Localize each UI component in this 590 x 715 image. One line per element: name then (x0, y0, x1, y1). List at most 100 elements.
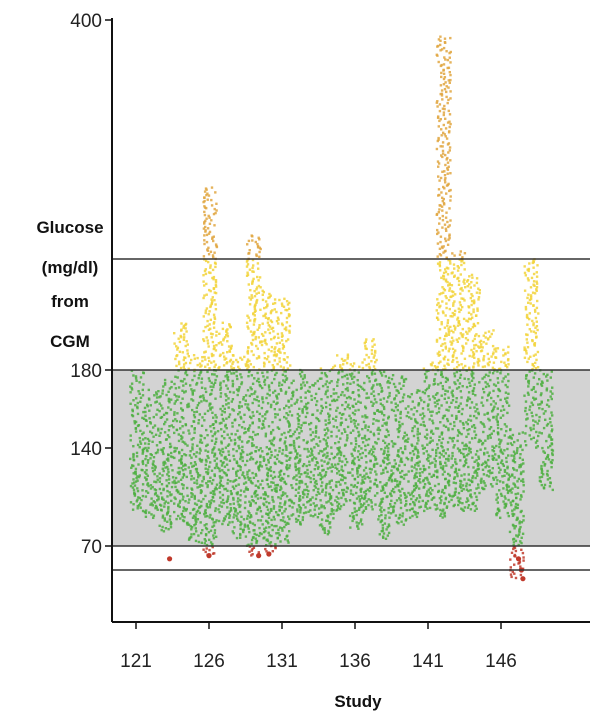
cgm-point (507, 404, 511, 407)
cgm-point (439, 360, 442, 363)
cgm-point (356, 469, 359, 472)
cgm-point (471, 480, 474, 483)
cgm-point (145, 472, 148, 475)
cgm-point (540, 380, 544, 383)
cgm-point (281, 512, 284, 515)
cgm-point (190, 495, 193, 498)
cgm-point (368, 486, 372, 489)
cgm-point (417, 479, 420, 483)
cgm-point (451, 427, 454, 431)
cgm-point (293, 430, 297, 433)
cgm-point (447, 258, 450, 262)
cgm-point (351, 519, 354, 523)
cgm-point (424, 504, 427, 507)
cgm-point (261, 515, 264, 518)
cgm-point (447, 329, 450, 332)
cgm-point (160, 404, 163, 407)
cgm-point (144, 446, 147, 450)
cgm-point (447, 109, 450, 113)
cgm-point (288, 422, 291, 426)
cgm-point (234, 441, 237, 445)
cgm-point (225, 384, 228, 387)
cgm-point (478, 438, 481, 442)
cgm-point (234, 508, 237, 511)
cgm-point (236, 377, 239, 381)
cgm-point (437, 60, 440, 64)
cgm-point (506, 485, 509, 489)
cgm-point (532, 323, 535, 327)
cgm-point (206, 409, 210, 413)
cgm-point (440, 495, 443, 498)
cgm-point (434, 427, 438, 430)
cgm-point (446, 172, 449, 175)
cgm-point (248, 550, 251, 553)
cgm-point (211, 333, 214, 336)
cgm-point (174, 375, 177, 378)
cgm-point (323, 460, 326, 463)
cgm-point (233, 513, 236, 516)
cgm-point (476, 360, 479, 363)
cgm-point (157, 427, 160, 430)
cgm-point (475, 498, 479, 502)
cgm-point (463, 252, 467, 255)
cgm-point (364, 444, 367, 448)
cgm-point (198, 457, 201, 461)
cgm-point (384, 514, 387, 517)
cgm-point (424, 501, 428, 505)
cgm-point (212, 212, 216, 216)
cgm-point (382, 405, 386, 409)
cgm-point (438, 193, 441, 197)
cgm-point (280, 469, 283, 472)
cgm-point (182, 472, 185, 476)
cgm-point (138, 436, 141, 440)
cgm-point (353, 477, 356, 481)
cgm-point (173, 402, 176, 405)
cgm-point (211, 525, 214, 528)
cgm-point (398, 480, 402, 484)
cgm-point (150, 497, 153, 500)
cgm-point (270, 489, 274, 492)
cgm-point (315, 504, 318, 507)
cgm-point (248, 469, 251, 472)
cgm-point (374, 478, 377, 481)
cgm-point (158, 409, 161, 413)
cgm-point (205, 482, 208, 485)
cgm-point (393, 397, 396, 400)
cgm-point (280, 322, 284, 325)
cgm-point (439, 49, 442, 52)
cgm-point (234, 484, 238, 488)
cgm-point (352, 493, 355, 496)
cgm-point (375, 473, 378, 476)
cgm-point (205, 460, 208, 463)
cgm-point (230, 367, 233, 371)
cgm-point (267, 296, 270, 300)
cgm-point (257, 267, 260, 270)
cgm-point (139, 440, 142, 443)
cgm-point (197, 401, 201, 405)
cgm-point (286, 356, 289, 359)
cgm-point (535, 282, 539, 285)
cgm-point (320, 377, 323, 380)
cgm-point (526, 341, 529, 344)
cgm-point (421, 412, 425, 415)
cgm-point (213, 531, 216, 535)
cgm-point (232, 367, 236, 370)
cgm-point (523, 289, 527, 292)
cgm-point (483, 451, 486, 455)
cgm-point (273, 350, 276, 354)
cgm-point (439, 235, 443, 238)
cgm-point (416, 456, 419, 459)
cgm-point (371, 339, 374, 343)
cgm-point (203, 242, 206, 246)
cgm-point (542, 450, 545, 453)
cgm-point (288, 301, 291, 305)
cgm-point (547, 399, 550, 402)
cgm-point (183, 377, 186, 381)
cgm-point (293, 402, 296, 405)
cgm-point (445, 266, 449, 269)
cgm-point (448, 234, 451, 238)
cgm-point (243, 477, 247, 480)
cgm-point (436, 399, 439, 403)
cgm-point (397, 522, 400, 525)
cgm-point (180, 455, 184, 458)
